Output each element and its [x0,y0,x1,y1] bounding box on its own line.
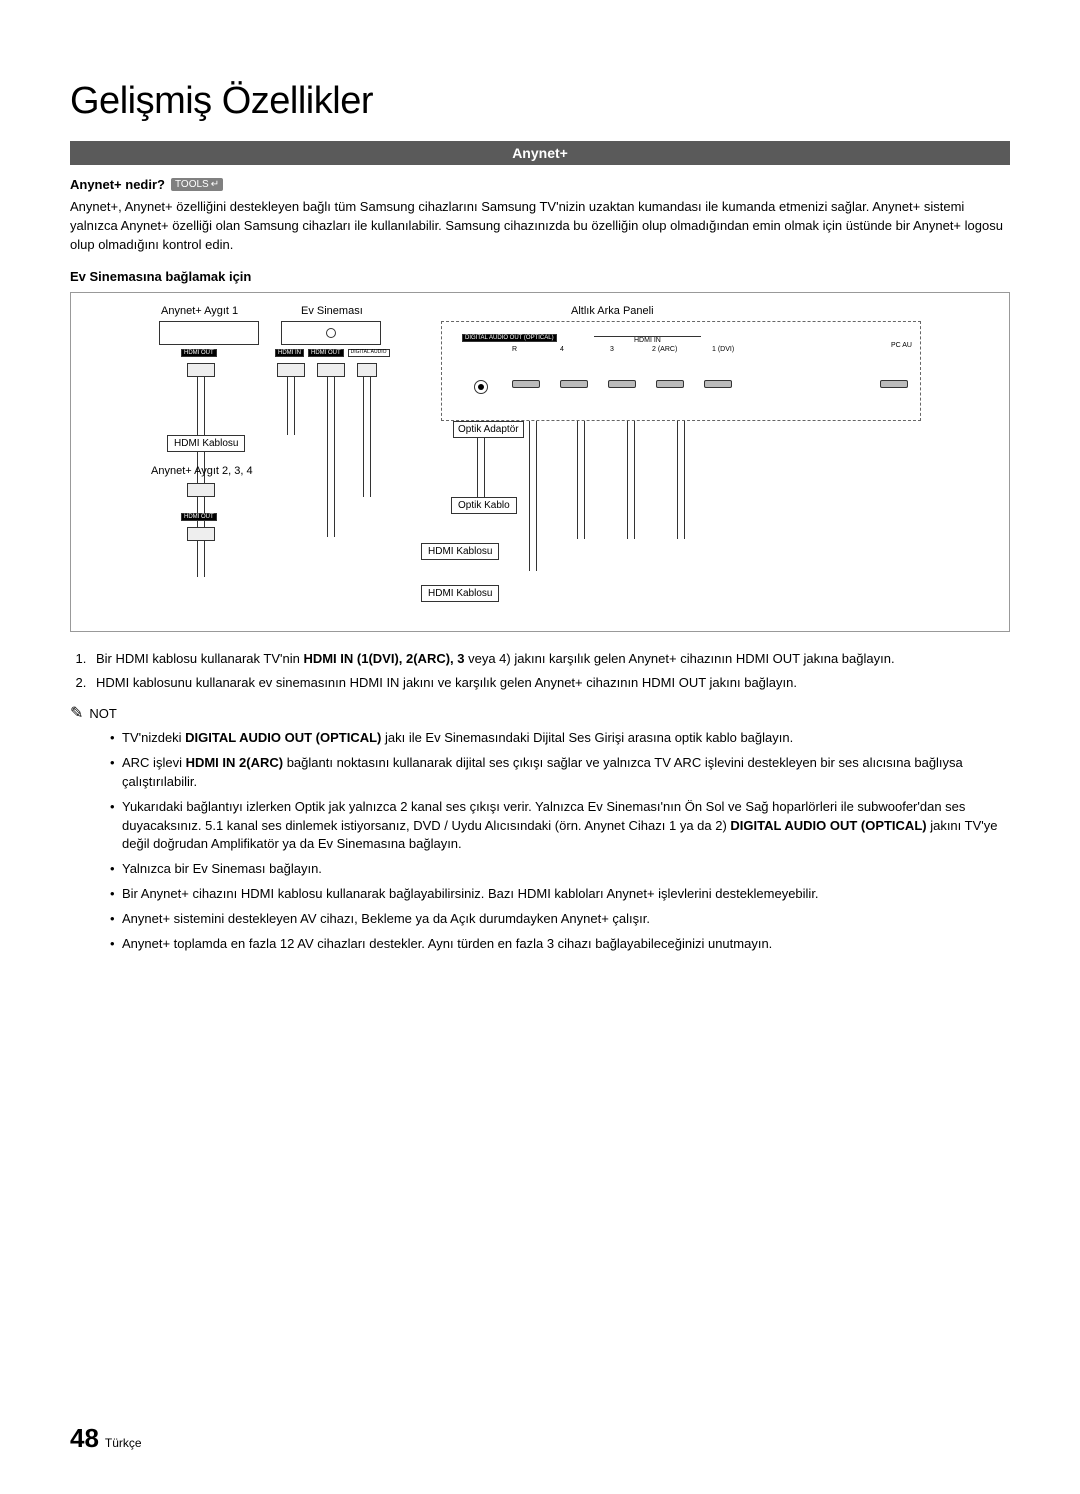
disc-icon [326,328,336,338]
dev1-port-row: HDMI OUT [181,349,217,358]
heading-question: Anynet+ nedir? TOOLS ↵ [70,177,1010,192]
optical-jack [474,380,488,394]
cable-tv-1 [529,421,537,571]
cable-1 [197,377,205,577]
step-1-pre: Bir HDMI kablosu kullanarak TV'nin [96,651,303,666]
hdmi-slot [560,380,588,388]
page-number: 48 [70,1423,99,1454]
cable-4 [363,377,371,497]
n6-post: Anynet+ sistemini destekleyen AV cihazı,… [122,911,650,926]
notes-list: TV'nizdeki DIGITAL AUDIO OUT (OPTICAL) j… [70,729,1010,953]
device-1 [159,321,259,345]
connector-2 [277,363,305,377]
note-3: Yukarıdaki bağlantıyı izlerken Optik jak… [110,798,1010,855]
step-2-post: HDMI kablosunu kullanarak ev sinemasının… [96,675,797,690]
cable-tv-4 [677,421,685,539]
note-4: Yalnızca bir Ev Sineması bağlayın. [110,860,1010,879]
port-pc: PC AU [891,342,912,349]
connector-234-bot [187,527,215,541]
note-icon: ✎ [70,703,83,723]
port-4: 4 [560,346,564,353]
hdmi-slot [704,380,732,388]
n2-bold: HDMI IN 2(ARC) [186,755,284,770]
tools-icon: ↵ [211,179,219,190]
step-1-post: veya 4) jakını karşılık gelen Anynet+ ci… [465,651,895,666]
dev1-label: Anynet+ Aygıt 1 [161,305,238,317]
hdmi-out-label-2: HDMI OUT [308,349,344,358]
heading-q-text: Anynet+ nedir? [70,177,165,192]
tools-badge: TOOLS ↵ [171,178,223,191]
dev234-label: Anynet+ Aygıt 2, 3, 4 [151,465,253,477]
port-r: R [512,346,517,353]
note-1: TV'nizdeki DIGITAL AUDIO OUT (OPTICAL) j… [110,729,1010,748]
hdmi-slots [512,380,732,388]
step-2: HDMI kablosunu kullanarak ev sinemasının… [90,674,1010,693]
n2-pre: ARC işlevi [122,755,186,770]
intro-paragraph: Anynet+, Anynet+ özelliğini destekleyen … [70,198,1010,255]
hdmi-slot-pc [880,380,908,388]
hdmi-slot [608,380,636,388]
note-6: Anynet+ sistemini destekleyen AV cihazı,… [110,910,1010,929]
dev2-label: Ev Sineması [301,305,363,317]
tv-back-panel: DIGITAL AUDIO OUT (OPTICAL) HDMI IN R 4 … [441,321,921,421]
n4-post: Yalnızca bir Ev Sineması bağlayın. [122,861,322,876]
n1-pre: TV'nizdeki [122,730,185,745]
page-footer: 48 Türkçe [70,1423,142,1454]
note-header: ✎ NOT [70,703,1010,723]
hdmi-slot [656,380,684,388]
n1-bold: DIGITAL AUDIO OUT (OPTICAL) [185,730,381,745]
sub-heading: Ev Sinemasına bağlamak için [70,269,1010,284]
optical-cable-label: Optik Kablo [451,497,517,514]
cable-tv-3 [627,421,635,539]
connector-234-top [187,483,215,497]
connector-1 [187,363,215,377]
page-language: Türkçe [105,1436,142,1450]
step-1: Bir HDMI kablosu kullanarak TV'nin HDMI … [90,650,1010,669]
note-label: NOT [89,706,116,721]
panel-label: Altlık Arka Paneli [571,305,654,317]
connection-diagram: Anynet+ Aygıt 1 Ev Sineması Altlık Arka … [70,292,1010,632]
cable-2 [287,377,295,435]
section-bar: Anynet+ [70,141,1010,165]
port-1: 1 (DVI) [712,346,734,353]
connector-3 [317,363,345,377]
digital-audio-label: DIGITAL AUDIO [348,349,390,357]
hdmi-cable-label-1: HDMI Kablosu [167,435,245,452]
hdmi-out-label: HDMI OUT [181,349,217,358]
note-2: ARC işlevi HDMI IN 2(ARC) bağlantı nokta… [110,754,1010,792]
n1-post: jakı ile Ev Sinemasındaki Dijital Ses Gi… [381,730,793,745]
cable-3 [327,377,335,537]
dev2-port-row: HDMI IN HDMI OUT DIGITAL AUDIO [275,349,390,358]
device-home-theater [281,321,381,345]
tools-badge-text: TOOLS [175,179,209,190]
connector-4 [357,363,377,377]
dev234-port: HDMI OUT [181,513,217,522]
n5-post: Bir Anynet+ cihazını HDMI kablosu kullan… [122,886,819,901]
n3-bold: DIGITAL AUDIO OUT (OPTICAL) [730,818,926,833]
hdmi-cable-label-2: HDMI Kablosu [421,543,499,560]
hdmi-cable-label-3: HDMI Kablosu [421,585,499,602]
hdmi-out-234: HDMI OUT [181,513,217,522]
optical-adapter-label: Optik Adaptör [453,421,524,438]
hdmi-in-group: HDMI IN [594,336,701,344]
hdmi-in-label: HDMI IN [275,349,304,358]
optical-label: DIGITAL AUDIO OUT (OPTICAL) [462,334,557,342]
n7-post: Anynet+ toplamda en fazla 12 AV cihazlar… [122,936,772,951]
port-2: 2 (ARC) [652,346,677,353]
port-3: 3 [610,346,614,353]
cable-tv-2 [577,421,585,539]
page-title: Gelişmiş Özellikler [70,80,1010,123]
hdmi-slot [512,380,540,388]
note-7: Anynet+ toplamda en fazla 12 AV cihazlar… [110,935,1010,954]
steps-list: Bir HDMI kablosu kullanarak TV'nin HDMI … [70,650,1010,694]
note-5: Bir Anynet+ cihazını HDMI kablosu kullan… [110,885,1010,904]
step-1-bold: HDMI IN (1(DVI), 2(ARC), 3 [303,651,464,666]
